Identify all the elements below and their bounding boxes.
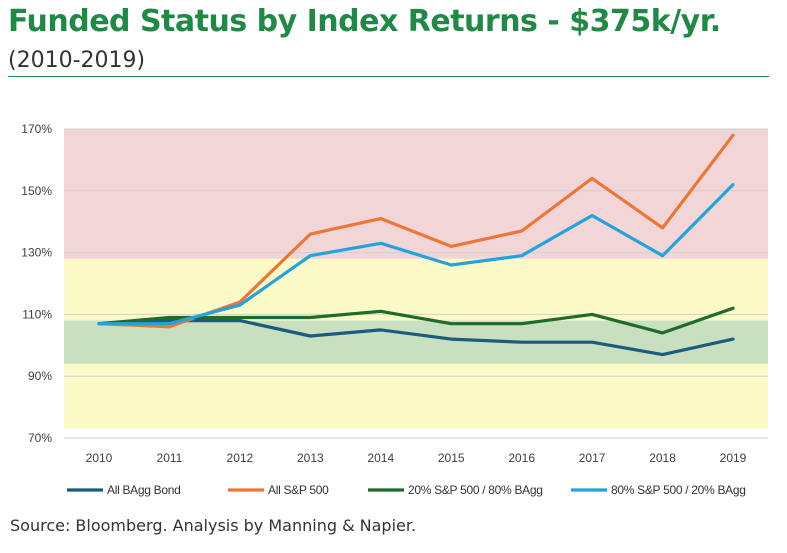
x-tick-label: 2018 — [649, 451, 676, 465]
x-tick-label: 2012 — [227, 451, 254, 465]
source-note: Source: Bloomberg. Analysis by Manning &… — [10, 516, 417, 535]
series-lines — [97, 133, 735, 357]
series-line-2 — [97, 306, 735, 335]
x-tick-label: 2010 — [86, 451, 113, 465]
legend-label: 20% S&P 500 / 80% BAgg — [408, 483, 543, 497]
x-tick-label: 2019 — [720, 451, 747, 465]
x-tick-label: 2014 — [367, 451, 394, 465]
band-2 — [64, 320, 768, 364]
series-line-3 — [97, 183, 735, 326]
y-tick-label: 130% — [21, 246, 52, 260]
gridlines — [64, 128, 768, 439]
x-tick-label: 2017 — [579, 451, 606, 465]
y-tick-label: 110% — [22, 307, 52, 321]
x-axis-tick-labels: 2010 2011 2012 2013 2014 2015 2016 2017 2018 2019 — [86, 451, 747, 465]
chart-subtitle: (2010-2019) — [8, 48, 146, 73]
legend-label: All S&P 500 — [268, 483, 329, 497]
y-tick-label: 170% — [21, 122, 52, 136]
legend-label: 80% S&P 500 / 20% BAgg — [611, 483, 746, 497]
x-tick-label: 2013 — [297, 451, 324, 465]
x-tick-label: 2015 — [438, 451, 465, 465]
legend-label: All BAgg Bond — [107, 483, 181, 497]
y-tick-label: 150% — [21, 184, 52, 198]
x-tick-label: 2011 — [157, 451, 183, 465]
x-tick-label: 2016 — [508, 451, 535, 465]
title-divider — [8, 76, 769, 77]
chart-title: Funded Status by Index Returns - $375k/y… — [8, 4, 721, 39]
y-tick-label: 70% — [28, 431, 52, 445]
band-1 — [64, 129, 768, 259]
threshold-bands — [64, 129, 768, 429]
series-line-0 — [97, 319, 735, 357]
legend: All BAgg Bond All S&P 500 20% S&P 500 / 80… — [67, 483, 746, 497]
funded-status-line-chart: 70%90%110%130%150%170% 2010 2011 2012 2013 2… — [21, 122, 768, 497]
y-tick-label: 90% — [28, 369, 52, 383]
y-axis-tick-labels: 70% 90% 110% 130% 150% 170% — [21, 122, 52, 445]
